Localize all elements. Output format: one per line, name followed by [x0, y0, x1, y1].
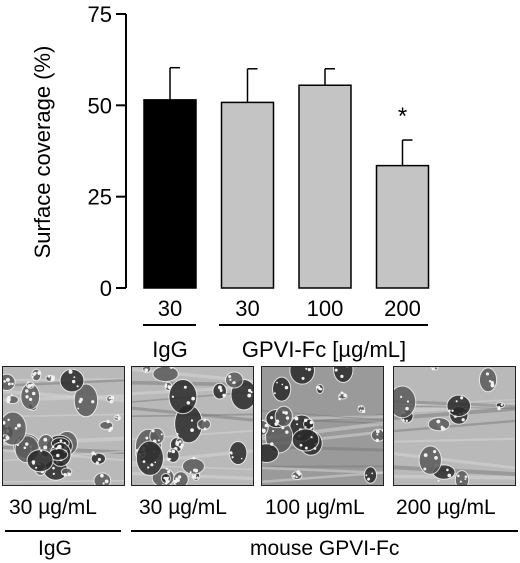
x-tick-label: 30 [235, 296, 259, 321]
group-label: IgG [152, 337, 187, 362]
y-tick-label: 50 [88, 93, 112, 118]
y-tick-label: 25 [88, 185, 112, 210]
group-label-igg: IgG [38, 537, 72, 560]
micrograph-texture [262, 367, 383, 485]
caption-gpvi-200: 200 µg/mL [396, 496, 496, 519]
bar-chart: Surface coverage (%) 0 25 50 75 * 30 30 100 20… [30, 2, 430, 362]
x-tick-label: 200 [384, 296, 421, 321]
caption-gpvi-100: 100 µg/mL [265, 496, 365, 519]
group-label-gpvi: mouse GPVI-Fc [250, 537, 400, 560]
micrograph-gpvi-100 [261, 366, 384, 486]
y-tick-label: 75 [88, 2, 112, 27]
x-tick-label: 30 [158, 296, 182, 321]
y-tick-label: 0 [100, 276, 112, 301]
x-tick-label: 100 [307, 296, 344, 321]
caption-gpvi-30: 30 µg/mL [139, 496, 227, 519]
group-label: GPVI-Fc [µg/mL] [242, 337, 406, 362]
micrograph-gpvi-200 [393, 366, 516, 486]
significance-marker: * [398, 103, 407, 130]
bar [298, 84, 352, 289]
micrograph-gpvi-30 [131, 366, 254, 486]
micrograph-igg-30 [2, 366, 125, 486]
group-rule-igg [5, 530, 121, 532]
micrograph-texture [394, 367, 515, 485]
micrograph-texture [3, 367, 124, 485]
bar [143, 99, 197, 289]
bar [220, 101, 275, 289]
y-axis-label: Surface coverage (%) [30, 46, 55, 259]
bar [375, 164, 430, 289]
micrograph-texture [132, 367, 253, 485]
caption-igg-30: 30 µg/mL [9, 496, 97, 519]
group-rule-gpvi [131, 530, 518, 532]
